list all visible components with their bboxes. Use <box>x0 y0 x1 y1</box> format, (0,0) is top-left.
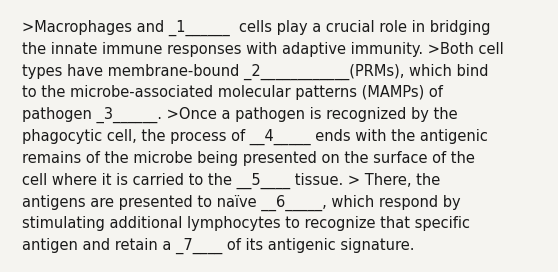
Text: cell where it is carried to the __5____ tissue. > There, the: cell where it is carried to the __5____ … <box>22 173 440 189</box>
Text: antigen and retain a _7____ of its antigenic signature.: antigen and retain a _7____ of its antig… <box>22 238 415 254</box>
Text: pathogen _3______. >Once a pathogen is recognized by the: pathogen _3______. >Once a pathogen is r… <box>22 107 458 123</box>
Text: the innate immune responses with adaptive immunity. >Both cell: the innate immune responses with adaptiv… <box>22 42 504 57</box>
Text: to the microbe-associated molecular patterns (MAMPs) of: to the microbe-associated molecular patt… <box>22 85 443 100</box>
Text: remains of the microbe being presented on the surface of the: remains of the microbe being presented o… <box>22 151 475 166</box>
Text: antigens are presented to naïve __6_____, which respond by: antigens are presented to naïve __6_____… <box>22 194 460 211</box>
Text: stimulating additional lymphocytes to recognize that specific: stimulating additional lymphocytes to re… <box>22 216 470 231</box>
Text: phagocytic cell, the process of __4_____ ends with the antigenic: phagocytic cell, the process of __4_____… <box>22 129 488 145</box>
Text: >Macrophages and _1______  cells play a crucial role in bridging: >Macrophages and _1______ cells play a c… <box>22 20 490 36</box>
Text: types have membrane-bound _2____________(PRMs), which bind: types have membrane-bound _2____________… <box>22 64 488 80</box>
